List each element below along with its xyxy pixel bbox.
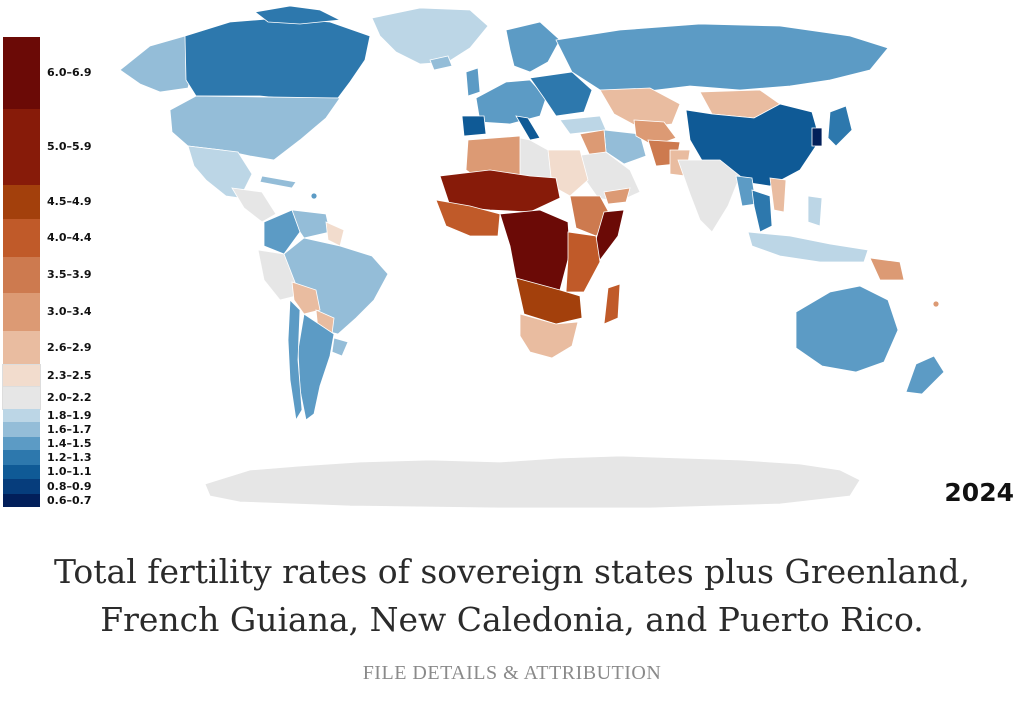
region-puerto-rico <box>310 192 318 200</box>
legend-item: 0.6–0.7 <box>0 494 120 507</box>
region-thailand <box>751 189 773 233</box>
legend-item: 3.0–3.4 <box>0 293 120 331</box>
legend-item: 2.3–2.5 <box>0 364 120 388</box>
legend-label: 2.3–2.5 <box>47 369 92 382</box>
legend-label: 1.0–1.1 <box>47 465 92 478</box>
caption-line-2: French Guiana, New Caledonia, and Puerto… <box>100 600 924 639</box>
image-caption: Total fertility rates of sovereign state… <box>0 548 1024 644</box>
region-new-caledonia <box>932 300 940 308</box>
region-mexico <box>187 145 253 199</box>
legend-swatch <box>3 479 40 494</box>
legend-item: 1.8–1.9 <box>0 409 120 422</box>
legend-item: 2.6–2.9 <box>0 331 120 365</box>
region-iceland <box>429 55 453 71</box>
region-greenland <box>371 7 489 65</box>
legend-item: 4.0–4.4 <box>0 219 120 257</box>
legend-swatch <box>2 386 41 410</box>
legend-swatch <box>3 494 40 507</box>
fertility-map-panel: 6.0–6.9 5.0–5.9 4.5–4.9 4.0–4.4 3.5–3.9 3.0–3… <box>0 5 1014 509</box>
legend-swatch <box>3 293 40 331</box>
legend-label: 6.0–6.9 <box>47 66 92 79</box>
legend-label: 4.0–4.4 <box>47 231 92 244</box>
legend-item: 1.2–1.3 <box>0 450 120 465</box>
region-japan <box>827 105 853 147</box>
region-australia <box>795 285 899 373</box>
legend-item: 6.0–6.9 <box>0 37 120 109</box>
legend-label: 2.6–2.9 <box>47 341 92 354</box>
region-philippines <box>807 195 823 227</box>
region-guianas <box>325 221 345 247</box>
legend-item: 0.8–0.9 <box>0 479 120 494</box>
legend-item: 1.6–1.7 <box>0 422 120 437</box>
region-usa <box>169 95 341 161</box>
region-yemen <box>603 187 631 205</box>
legend-label: 3.0–3.4 <box>47 305 92 318</box>
region-papua <box>869 257 905 281</box>
file-details-link[interactable]: FILE DETAILS & ATTRIBUTION <box>362 662 662 684</box>
legend-swatch <box>3 37 40 109</box>
legend-label: 0.8–0.9 <box>47 479 92 493</box>
legend-swatch <box>3 109 40 185</box>
legend-swatch <box>3 450 40 465</box>
legend-label: 5.0–5.9 <box>47 140 92 153</box>
region-western-europe <box>475 79 547 125</box>
legend-label: 0.6–0.7 <box>47 493 92 507</box>
region-antarctica <box>204 455 861 509</box>
legend-swatch <box>3 219 40 257</box>
legend-label: 2.0–2.2 <box>47 391 92 404</box>
legend-item: 1.0–1.1 <box>0 465 120 479</box>
region-korea <box>811 127 823 147</box>
legend-swatch <box>3 437 40 450</box>
legend-label: 4.5–4.9 <box>47 195 92 208</box>
legend-swatch <box>3 257 40 293</box>
world-map <box>119 5 945 509</box>
region-uruguay <box>331 337 349 357</box>
region-vietnam <box>769 177 787 213</box>
region-east-africa <box>565 231 601 293</box>
legend-label: 1.6–1.7 <box>47 422 92 436</box>
region-uk <box>465 67 481 97</box>
legend-label: 1.8–1.9 <box>47 408 92 422</box>
region-canada-islands <box>254 5 342 25</box>
region-kazakhstan <box>599 87 681 129</box>
legend-item: 2.0–2.2 <box>0 386 120 410</box>
region-scandinavia <box>505 21 561 73</box>
region-new-zealand <box>905 355 945 395</box>
region-iberia <box>461 115 487 137</box>
map-year-label: 2024 <box>944 478 1014 507</box>
legend-swatch <box>3 185 40 219</box>
region-chile <box>287 299 303 422</box>
region-southern-africa <box>519 313 579 359</box>
legend-swatch <box>3 409 40 422</box>
region-cuba <box>259 175 297 189</box>
region-bolivia <box>291 281 321 315</box>
legend-swatch <box>3 331 40 365</box>
legend-swatch <box>3 465 40 479</box>
legend-label: 3.5–3.9 <box>47 268 92 281</box>
region-canada <box>184 17 371 101</box>
region-italy <box>515 115 541 141</box>
region-madagascar <box>603 283 621 325</box>
caption-line-1: Total fertility rates of sovereign state… <box>53 552 971 591</box>
legend-swatch <box>3 422 40 437</box>
legend-item: 3.5–3.9 <box>0 257 120 293</box>
region-russia <box>555 23 889 93</box>
region-indonesia <box>747 231 869 263</box>
region-india <box>677 159 741 233</box>
region-venezuela <box>291 209 331 239</box>
legend-item: 4.5–4.9 <box>0 185 120 219</box>
legend-item: 1.4–1.5 <box>0 437 120 450</box>
region-west-africa <box>435 199 501 237</box>
legend-item: 5.0–5.9 <box>0 109 120 185</box>
region-central-america <box>231 187 277 223</box>
legend-label: 1.4–1.5 <box>47 436 92 450</box>
region-angola-zambia <box>515 277 583 325</box>
region-colombia <box>263 209 301 255</box>
legend-label: 1.2–1.3 <box>47 450 92 464</box>
legend-swatch <box>2 364 41 388</box>
region-alaska <box>119 35 196 93</box>
